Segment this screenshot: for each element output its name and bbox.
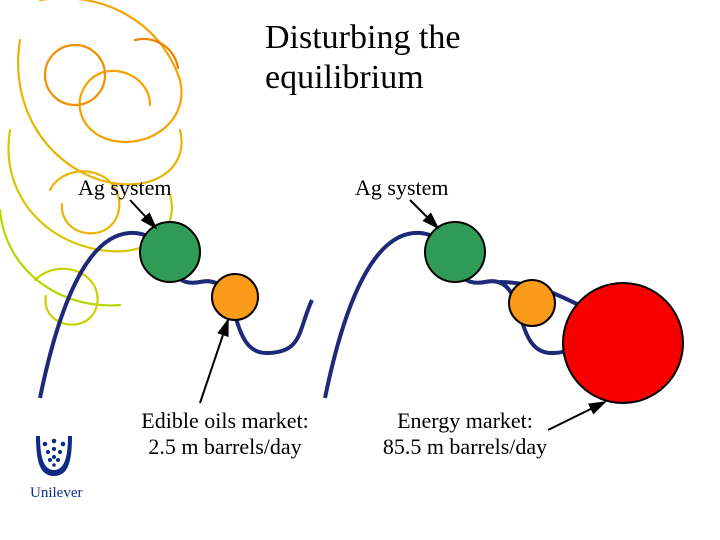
right-green-ball — [425, 222, 485, 282]
slide-root: { "title": { "line1": "Disturbing the", … — [0, 0, 720, 540]
label-ag-right: Ag system — [355, 175, 449, 201]
right-orange-ball — [509, 280, 555, 326]
arrow-ag-right — [410, 200, 438, 228]
label-edible: Edible oils market: 2.5 m barrels/day — [120, 408, 330, 460]
arrow-edible — [200, 320, 228, 403]
unilever-logo-mark — [30, 432, 78, 482]
label-ag-left: Ag system — [78, 175, 172, 201]
left-green-ball — [140, 222, 200, 282]
right-red-ball — [563, 283, 683, 403]
arrow-ag-left — [130, 200, 156, 228]
left-orange-ball — [212, 274, 258, 320]
unilever-logo-text: Unilever — [30, 485, 82, 502]
unilever-logo: Unilever — [30, 432, 82, 502]
label-energy: Energy market: 85.5 m barrels/day — [355, 408, 575, 460]
